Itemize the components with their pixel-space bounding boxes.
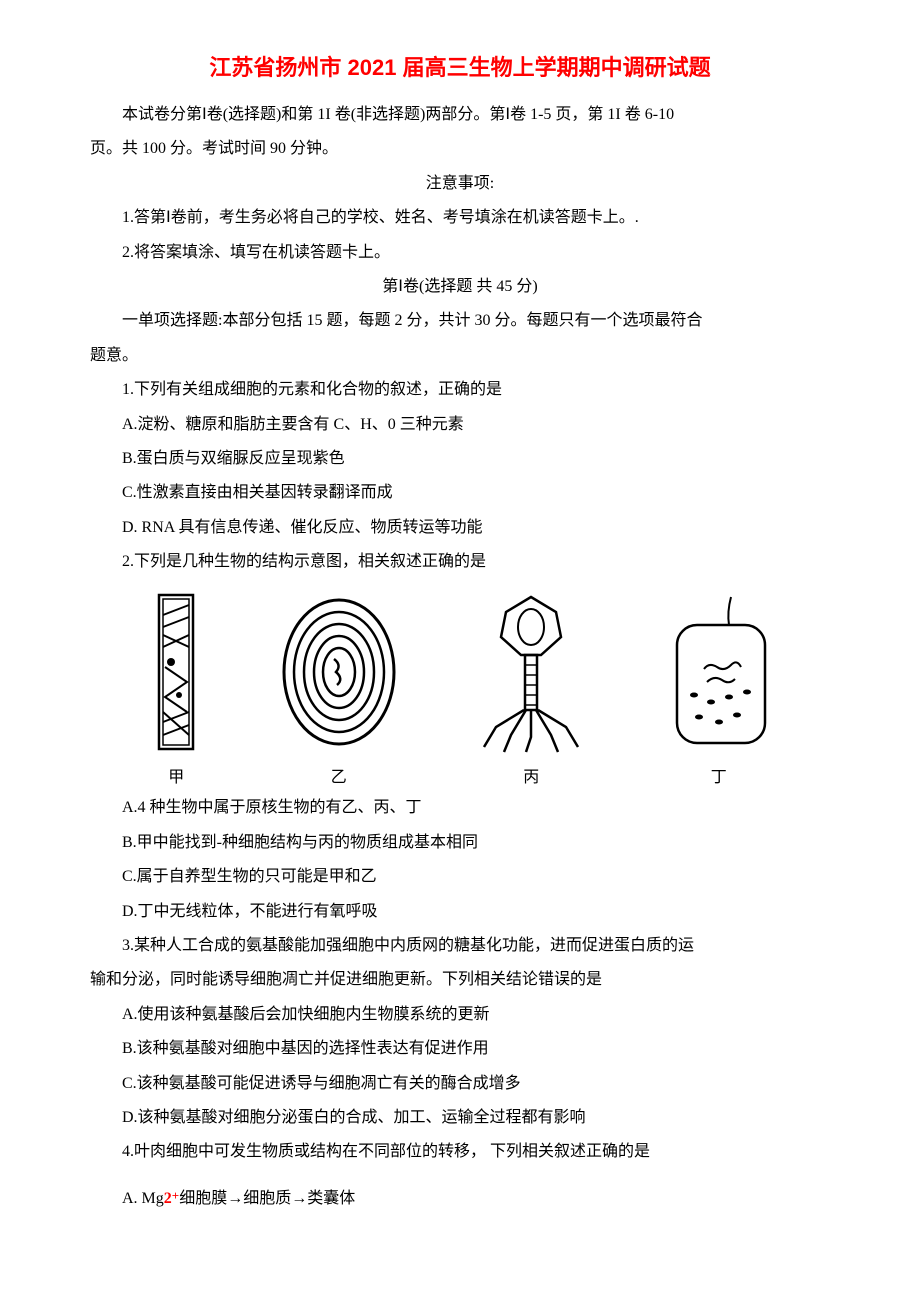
figure-bing-label: 丙 [523, 763, 539, 787]
q4a-suffix: 细胞膜→细胞质→类囊体 [179, 1190, 355, 1207]
q1-option-c: C.性激素直接由相关基因转录翻译而成 [90, 478, 830, 508]
q3-option-c: C.该种氨基酸可能促进诱导与细胞凋亡有关的酶合成增多 [90, 1069, 830, 1099]
q3-option-d: D.该种氨基酸对细胞分泌蛋白的合成、加工、运输全过程都有影响 [90, 1103, 830, 1133]
section1-desc-line1: 一单项选择题:本部分包括 15 题，每题 2 分，共计 30 分。每题只有一个选… [90, 306, 830, 336]
figure-yi: 乙 [274, 587, 404, 787]
intro-line1: 本试卷分第Ⅰ卷(选择题)和第 1I 卷(非选择题)两部分。第Ⅰ卷 1-5 页，第… [90, 100, 830, 130]
figure-jia-label: 甲 [168, 763, 184, 787]
q1-option-b: B.蛋白质与双缩脲反应呈现紫色 [90, 444, 830, 474]
intro-line2: 页。共 100 分。考试时间 90 分钟。 [90, 134, 830, 164]
q2-stem: 2.下列是几种生物的结构示意图，相关叙述正确的是 [90, 547, 830, 577]
q2-option-d: D.丁中无线粒体，不能进行有氧呼吸 [90, 897, 830, 927]
figure-jia: 甲 [141, 587, 211, 787]
organism-jia-icon [141, 587, 211, 757]
organism-bing-icon [466, 587, 596, 757]
q2-figure-row: 甲 乙 丙 [90, 587, 830, 787]
q4a-prefix: A. Mg [122, 1190, 164, 1207]
q2-option-b: B.甲中能找到-种细胞结构与丙的物质组成基本相同 [90, 828, 830, 858]
q2-option-c: C.属于自养型生物的只可能是甲和乙 [90, 862, 830, 892]
notice-heading: 注意事项: [90, 169, 830, 199]
section1-title: 第Ⅰ卷(选择题 共 45 分) [90, 272, 830, 302]
section1-desc-line2: 题意。 [90, 341, 830, 371]
q3-stem-line2: 输和分泌，同时能诱导细胞凋亡并促进细胞更新。下列相关结论错误的是 [90, 965, 830, 995]
figure-bing: 丙 [466, 587, 596, 787]
q4-option-a: A. Mg2+细胞膜→细胞质→类囊体 [90, 1184, 830, 1214]
instruction-1: 1.答第Ⅰ卷前，考生务必将自己的学校、姓名、考号填涂在机读答题卡上。. [90, 203, 830, 233]
q4-stem: 4.叶肉细胞中可发生物质或结构在不同部位的转移， 下列相关叙述正确的是 [90, 1137, 830, 1167]
q4a-superscript: + [172, 1188, 179, 1203]
figure-ding-label: 丁 [711, 763, 727, 787]
q4a-number: 2 [164, 1190, 172, 1207]
q3-stem-line1: 3.某种人工合成的氨基酸能加强细胞中内质网的糖基化功能，进而促进蛋白质的运 [90, 931, 830, 961]
q1-option-a: A.淀粉、糖原和脂肪主要含有 C、H、0 三种元素 [90, 410, 830, 440]
q3-option-b: B.该种氨基酸对细胞中基因的选择性表达有促进作用 [90, 1034, 830, 1064]
instruction-2: 2.将答案填涂、填写在机读答题卡上。 [90, 238, 830, 268]
q1-option-d: D. RNA 具有信息传递、催化反应、物质转运等功能 [90, 513, 830, 543]
figure-ding: 丁 [659, 587, 779, 787]
figure-yi-label: 乙 [331, 763, 347, 787]
exam-title: 江苏省扬州市 2021 届高三生物上学期期中调研试题 [90, 50, 830, 82]
q1-stem: 1.下列有关组成细胞的元素和化合物的叙述，正确的是 [90, 375, 830, 405]
q3-option-a: A.使用该种氨基酸后会加快细胞内生物膜系统的更新 [90, 1000, 830, 1030]
organism-yi-icon [274, 587, 404, 757]
q2-option-a: A.4 种生物中属于原核生物的有乙、丙、丁 [90, 793, 830, 823]
organism-ding-icon [659, 587, 779, 757]
